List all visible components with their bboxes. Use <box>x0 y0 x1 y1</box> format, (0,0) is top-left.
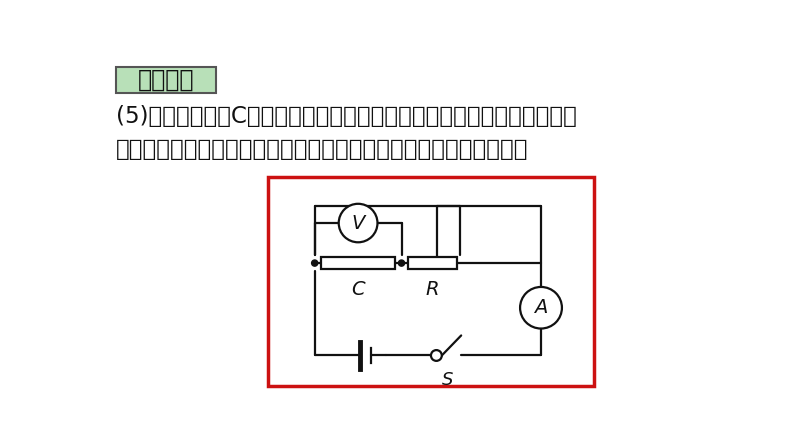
Text: R: R <box>426 280 439 299</box>
Text: A: A <box>534 298 548 317</box>
Circle shape <box>431 350 441 361</box>
Text: S: S <box>441 371 453 389</box>
Circle shape <box>399 260 405 266</box>
Text: 拓展设问: 拓展设问 <box>137 68 195 92</box>
Text: (5)某同学想测量C电阻丝的阻値，利用原有器材再添加一个滑动变阻器、: (5)某同学想测量C电阻丝的阻値，利用原有器材再添加一个滑动变阻器、 <box>116 105 577 128</box>
Bar <box>268 177 594 386</box>
Text: V: V <box>352 214 364 232</box>
Circle shape <box>311 260 318 266</box>
Bar <box>321 257 395 269</box>
Circle shape <box>520 287 562 329</box>
Bar <box>407 257 457 269</box>
Circle shape <box>339 204 377 242</box>
Text: 一个电压表。请你帮他设计一个电路，将电路图画在下方虚线框中。: 一个电压表。请你帮他设计一个电路，将电路图画在下方虚线框中。 <box>116 138 529 160</box>
Bar <box>116 67 215 93</box>
Text: C: C <box>351 280 365 299</box>
